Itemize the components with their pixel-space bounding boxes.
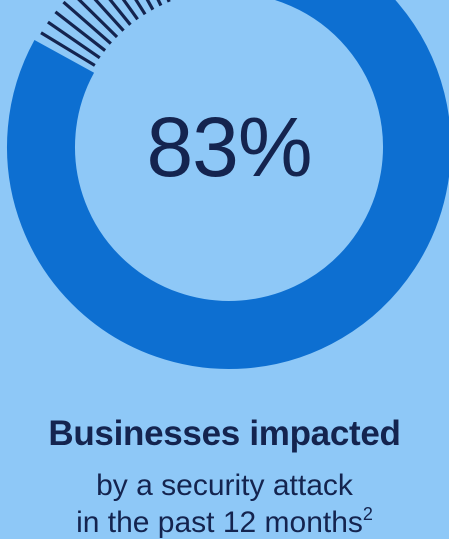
headline: Businesses impacted bbox=[48, 414, 401, 453]
ring-group bbox=[7, 0, 449, 369]
remaining-tick bbox=[121, 0, 139, 21]
remaining-ticks bbox=[40, 0, 171, 67]
subtitle-line-1: by a security attack bbox=[96, 469, 353, 502]
remaining-tick bbox=[40, 31, 96, 67]
remaining-tick bbox=[77, 0, 119, 39]
remaining-tick bbox=[93, 0, 125, 32]
remaining-tick bbox=[54, 10, 107, 52]
subtitle-line-2: in the past 12 months2 bbox=[0, 504, 449, 539]
remaining-tick bbox=[134, 0, 147, 16]
footnote-marker: 2 bbox=[362, 504, 373, 524]
remaining-tick bbox=[108, 0, 132, 26]
remaining-tick bbox=[47, 20, 101, 60]
remaining-tick bbox=[62, 0, 112, 45]
remaining-tick bbox=[145, 0, 155, 11]
subtitle-line-2-text: in the past 12 months bbox=[76, 506, 363, 539]
donut-chart bbox=[7, 0, 449, 369]
value-arc bbox=[7, 0, 449, 369]
center-percentage: 83% bbox=[146, 100, 312, 194]
